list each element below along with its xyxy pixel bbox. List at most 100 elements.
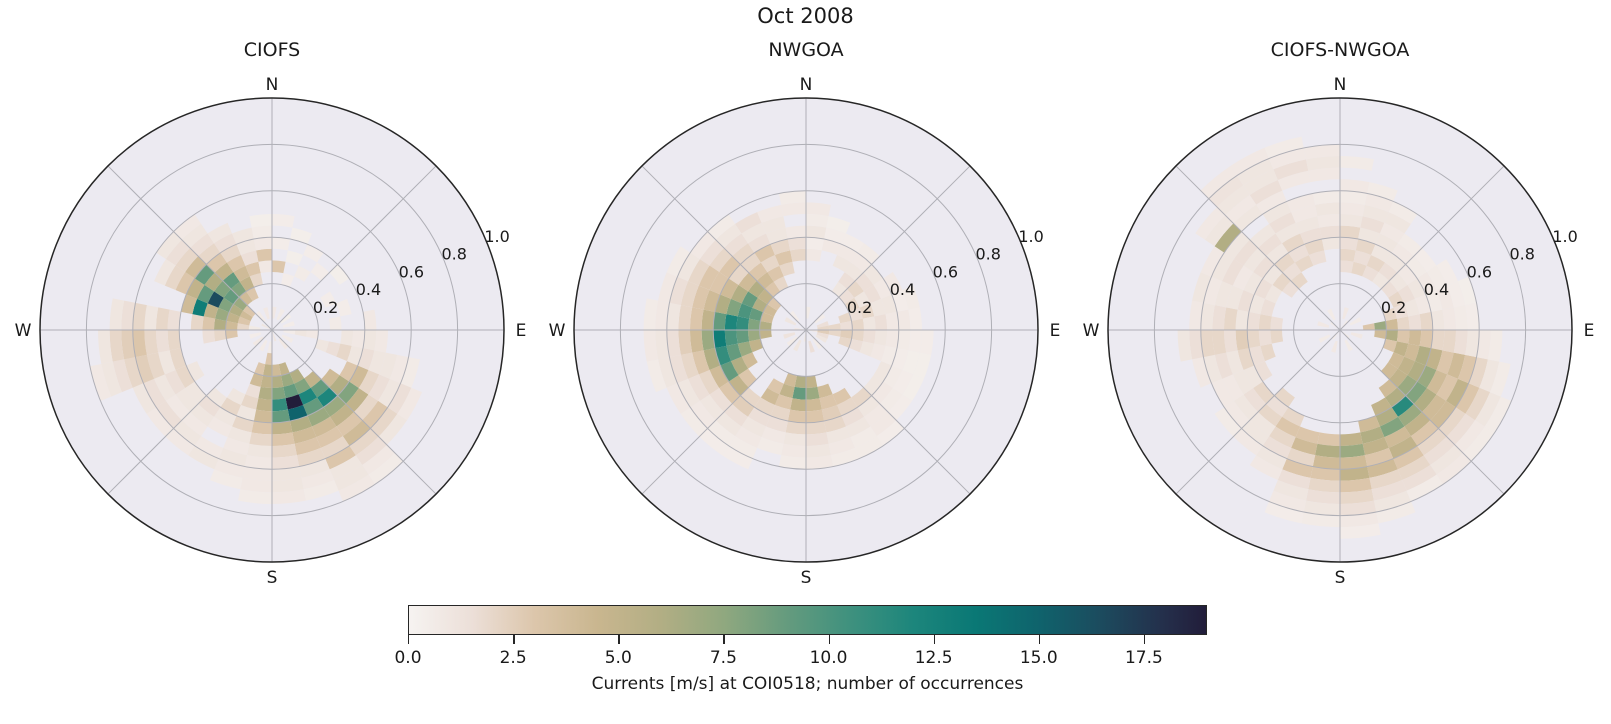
rose-cell [1419, 311, 1433, 330]
rose-cell [1253, 256, 1275, 279]
rose-cell [239, 276, 255, 292]
rose-cell [336, 343, 352, 362]
colorbar-tick-label: 15.0 [1019, 648, 1058, 668]
rose-cell [723, 403, 748, 427]
rose-cell [301, 469, 335, 490]
rose-cell [389, 354, 409, 384]
rose-cell [185, 381, 207, 404]
cardinal-label-n: N [1334, 75, 1347, 95]
rose-cell [349, 365, 369, 388]
rose-cell [1315, 202, 1340, 217]
rose-cell [334, 465, 369, 491]
grid-spoke [271, 329, 437, 495]
rose-cell [778, 455, 806, 470]
rose-cell [1384, 212, 1411, 234]
rose-cell [1422, 394, 1447, 421]
rose-cell [902, 374, 924, 401]
rose-cell [885, 311, 899, 330]
rose-cell [362, 444, 396, 475]
rose-cell [185, 256, 207, 279]
rose-cell [1397, 455, 1431, 481]
rose-cell [214, 262, 234, 281]
rose-cell [883, 272, 903, 295]
rose-cell [658, 272, 678, 303]
rose-cell [272, 466, 302, 481]
rose-cell [881, 294, 898, 315]
rose-cell [730, 284, 749, 304]
rose-cell [781, 443, 806, 458]
rose-cell [740, 387, 761, 408]
rose-cell [1331, 340, 1338, 353]
rose-cell [1340, 432, 1363, 446]
rose-cell [1249, 412, 1276, 437]
rose-cell [1222, 259, 1244, 286]
rose-cell [1402, 465, 1437, 491]
rose-cell [1415, 345, 1432, 366]
rose-cell [223, 437, 250, 456]
rose-cell [1273, 159, 1309, 180]
rose-cell [883, 365, 903, 388]
plot-title-ciofs-nwgoa: CIOFS-NWGOA [1270, 39, 1410, 61]
rose-cell [655, 330, 670, 360]
rose-cell [816, 321, 829, 328]
rose-cell [678, 305, 693, 330]
rose-cell [1389, 368, 1408, 388]
rose-cell [256, 398, 272, 412]
rose-cell [722, 445, 753, 470]
rose-cell [272, 214, 295, 228]
cardinal-label-e: E [1584, 321, 1595, 341]
rose-cell [787, 237, 806, 251]
rose-cell [175, 388, 199, 413]
rose-cell [311, 416, 337, 438]
rose-cell [329, 455, 363, 481]
rose-cell [1388, 352, 1405, 369]
rose-cell [121, 300, 136, 330]
rose-cell [239, 310, 253, 322]
radial-tick-label: 1.0 [1018, 227, 1043, 246]
rose-cell [249, 432, 272, 446]
rose-cell [774, 394, 793, 410]
rose-cell [1212, 330, 1227, 355]
rose-cell [1277, 469, 1311, 490]
rose-cell [323, 395, 346, 417]
rose-cell [1286, 193, 1316, 213]
rose-cell [1235, 309, 1249, 330]
rose-cell [251, 421, 272, 435]
rose-cell [1203, 276, 1223, 306]
rose-cell [1256, 445, 1287, 470]
rose-cell [272, 477, 304, 493]
rose-cell [1211, 378, 1234, 408]
rose-cell [245, 261, 261, 277]
rose-cell [1308, 167, 1340, 183]
rose-cell [874, 330, 888, 346]
rose-cell [144, 305, 159, 330]
rose-cell [253, 237, 272, 251]
rose-cell [736, 330, 750, 344]
rose-cell [760, 387, 780, 406]
rose-cell [1233, 428, 1263, 456]
rose-cell [362, 400, 388, 429]
rose-cell [325, 445, 356, 470]
rose-cell [1393, 445, 1424, 470]
colorbar-tick-mark [618, 635, 620, 644]
rose-cell [135, 354, 155, 384]
rose-cell [167, 309, 181, 330]
rose-cell [844, 262, 864, 281]
rose-cell [806, 455, 834, 470]
rose-cell [1430, 400, 1456, 429]
rose-cell [786, 336, 798, 347]
rose-cell [164, 369, 186, 395]
rose-cell [666, 246, 691, 277]
rose-cell [778, 190, 806, 205]
rose-cell [680, 281, 699, 308]
rose-cell [851, 330, 864, 342]
rose-cell [1396, 330, 1410, 344]
rose-cell [902, 285, 920, 310]
rose-cell [181, 412, 208, 437]
rose-cell [272, 443, 297, 458]
rose-cell [738, 272, 757, 292]
rose-cell [225, 330, 238, 340]
rose-cell [1431, 309, 1445, 330]
rose-cell [1454, 420, 1485, 454]
